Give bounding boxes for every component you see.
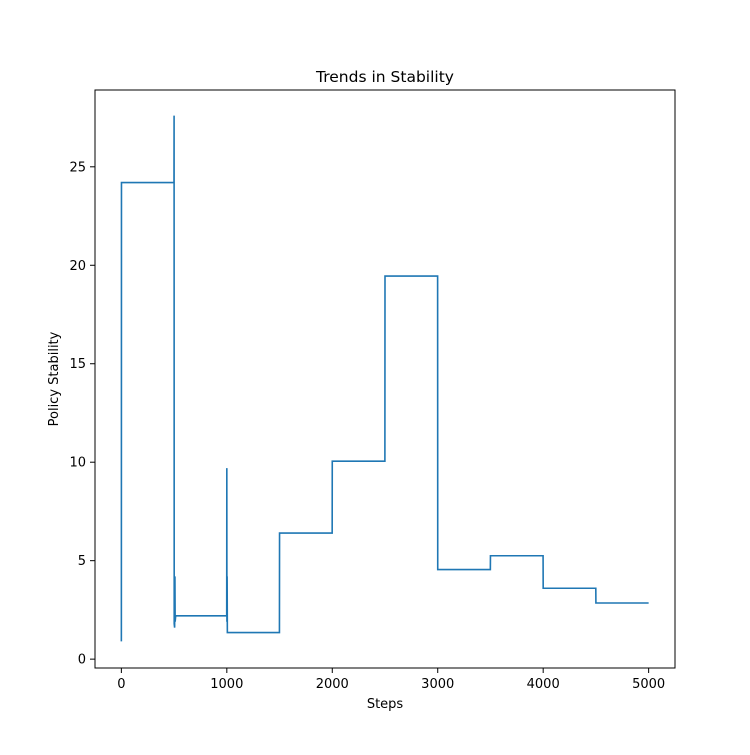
chart-title: Trends in Stability [315,68,454,86]
plot-marks [120,115,649,642]
x-tick-label: 3000 [421,677,454,692]
y-tick-label: 5 [78,554,86,569]
y-axis-label: Policy Stability [47,331,62,426]
x-tick-label: 0 [117,677,125,692]
series-line-0 [120,115,649,642]
x-axis-label: Steps [367,697,404,712]
y-tick-label: 10 [69,456,86,471]
x-tick-label: 5000 [632,677,665,692]
y-tick-label: 25 [69,160,86,175]
y-tick-label: 0 [78,653,86,668]
x-tick-label: 1000 [210,677,243,692]
x-axis: 0 1000 2000 3000 4000 5000 [117,668,665,692]
y-axis: 0 5 10 15 20 25 [69,160,95,668]
y-tick-label: 20 [69,259,86,274]
y-tick-label: 15 [69,357,86,372]
x-tick-label: 4000 [527,677,560,692]
x-tick-label: 2000 [316,677,349,692]
plot-area-frame [94,89,676,669]
